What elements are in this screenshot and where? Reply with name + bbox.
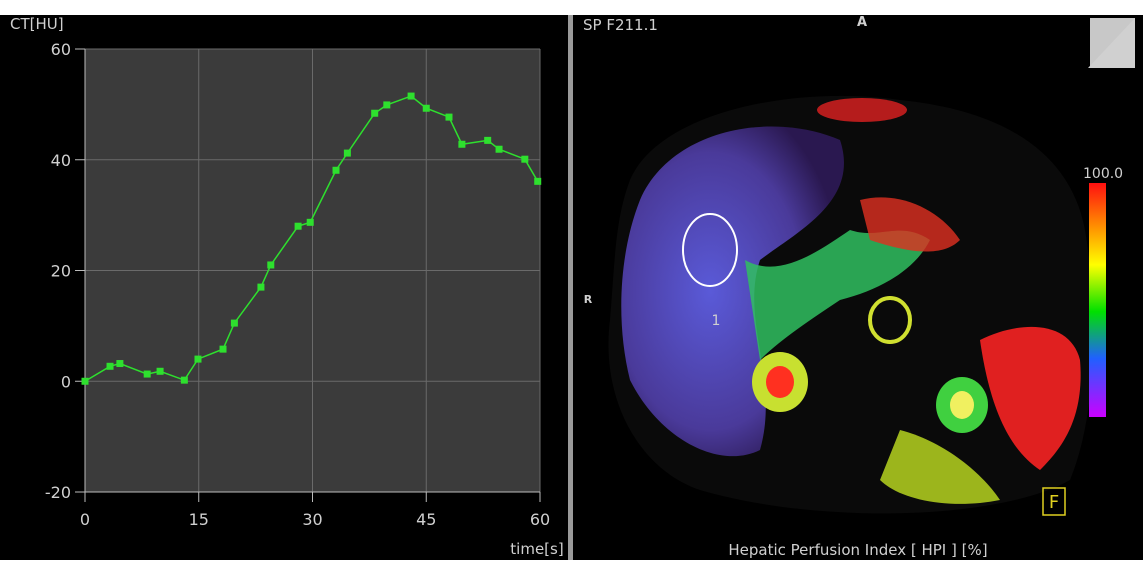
color-scale [1089,183,1106,417]
y-axis-label: CT[HU] [10,15,64,33]
data-point [194,356,201,363]
data-point [333,167,340,174]
data-point [107,363,114,370]
data-point [383,101,390,108]
kidney-core [950,391,974,419]
data-point [181,377,188,384]
image-caption: Hepatic Perfusion Index [ HPI ] [%] [728,541,987,559]
y-tick-label: -20 [45,483,71,502]
orientation-top: A [857,15,867,30]
data-point [344,150,351,157]
panel-divider [568,15,573,560]
y-tick-label: 40 [51,151,71,170]
y-tick-label: 0 [61,372,71,391]
data-point [446,114,453,121]
orientation-left: R [584,293,593,306]
screen: CT[HU] time[s] -20 0 20 40 60 0 15 30 45 60 SP F2… [0,0,1143,560]
kidney-core [766,366,794,398]
x-tick-label: 45 [416,510,436,529]
data-point [521,156,528,163]
y-tick-label: 20 [51,262,71,281]
series-label: SP F211.1 [583,16,658,34]
data-point [116,360,123,367]
data-point [144,371,151,378]
page: {"chart_data": {"type": "line", "y_label… [0,0,1143,560]
x-tick-label: 0 [80,510,90,529]
data-point [534,178,541,185]
data-point [371,110,378,117]
data-point [157,368,164,375]
top-band [0,0,1143,15]
y-tick-label: 60 [51,40,71,59]
chart: CT[HU] time[s] -20 0 20 40 60 0 15 30 45 60 [10,15,564,558]
data-point [82,378,89,385]
hot-spot [817,98,907,122]
x-axis-label: time[s] [510,540,563,558]
data-point [267,261,274,268]
data-point [257,284,264,291]
x-tick-label: 60 [530,510,550,529]
x-tick-label: 30 [302,510,322,529]
x-tick-label: 15 [189,510,209,529]
data-point [458,141,465,148]
scale-max-label: 100.0 [1083,166,1123,182]
data-point [423,105,430,112]
data-point [496,146,503,153]
corner-marker: F [1049,492,1059,513]
data-point [220,346,227,353]
roi-label: 1 [712,313,721,329]
data-point [231,320,238,327]
data-point [408,93,415,100]
data-point [307,219,314,226]
data-point [295,223,302,230]
data-point [484,137,491,144]
